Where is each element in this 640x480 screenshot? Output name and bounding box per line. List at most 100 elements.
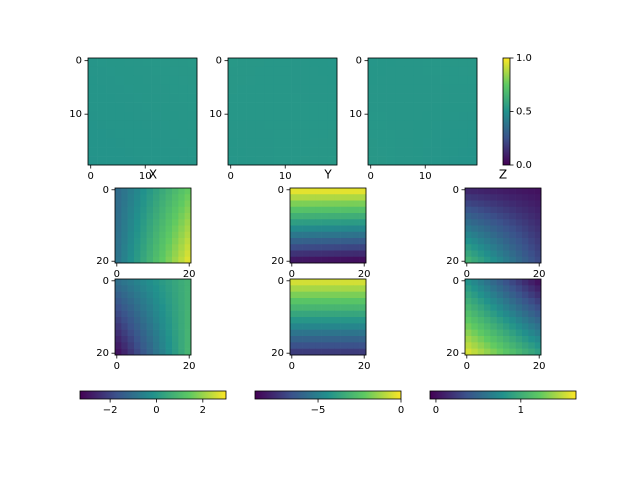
heatmap-cell	[515, 219, 523, 226]
heatmap-cell	[187, 147, 198, 157]
heatmap-cell	[334, 244, 341, 251]
heatmap-cell	[477, 291, 485, 299]
heatmap-cell	[140, 279, 147, 286]
heatmap-cell	[522, 298, 529, 305]
heatmap-cell	[172, 285, 179, 292]
heatmap-cell	[153, 250, 160, 258]
heatmap-cell	[465, 310, 472, 318]
heatmap-cell	[290, 336, 297, 343]
heatmap-cell	[404, 66, 414, 77]
heatmap-cell	[264, 102, 274, 112]
heatmap-cell	[300, 111, 311, 121]
heatmap-cell	[534, 291, 542, 299]
heatmap-cell	[431, 147, 441, 157]
heatmap-cell	[291, 93, 301, 103]
heatmap-cell	[534, 231, 542, 239]
heatmap-cell	[146, 336, 154, 343]
heatmap-cell	[309, 156, 320, 166]
heatmap-cell	[146, 323, 154, 330]
heatmap-cell	[422, 111, 432, 121]
heatmap-cell	[88, 129, 98, 139]
heatmap-cell	[484, 279, 491, 286]
heatmap-cell	[237, 120, 247, 130]
heatmap-cell	[178, 200, 185, 208]
heatmap-cell	[353, 342, 360, 349]
heatmap-cell	[146, 304, 154, 311]
heatmap-cell	[127, 279, 135, 286]
heatmap-cell	[296, 219, 303, 226]
heatmap-cell	[121, 298, 128, 305]
heatmap-cell	[115, 206, 122, 214]
heatmap-cell	[347, 213, 354, 220]
heatmap-cell	[115, 279, 122, 286]
heatmap-cell	[465, 238, 472, 245]
heatmap-cell	[153, 244, 160, 251]
heatmap-cell	[327, 102, 338, 112]
heatmap-cell	[124, 138, 134, 148]
heatmap-cell	[528, 279, 535, 286]
heatmap-cell	[484, 348, 491, 356]
heatmap-cell	[228, 58, 238, 68]
heatmap-cell	[515, 256, 523, 264]
heatmap-cell	[127, 231, 135, 239]
heatmap-cell	[315, 285, 322, 292]
heatmap-cell	[178, 310, 185, 318]
heatmap-cell	[88, 111, 98, 121]
y-tick-label: 0	[453, 276, 459, 287]
heatmap-cell	[359, 200, 367, 208]
heatmap-cell	[309, 298, 316, 305]
heatmap-cell	[302, 285, 310, 292]
x-tick-label: 20	[533, 361, 546, 372]
heatmap-cell	[97, 93, 107, 103]
x-tick-label: 0	[398, 405, 404, 416]
heatmap-cell	[515, 298, 523, 305]
heatmap-cell	[165, 231, 173, 239]
heatmap-cell	[515, 329, 523, 337]
heatmap-cell	[458, 156, 469, 166]
heatmap-cell	[318, 120, 329, 130]
heatmap-cell	[477, 244, 485, 251]
heatmap-cell	[159, 250, 166, 258]
heatmap-cell	[134, 219, 141, 226]
heatmap-cell	[340, 329, 348, 337]
heatmap-cell	[340, 348, 348, 356]
heatmap-cell	[528, 291, 535, 299]
heatmap-cell	[140, 231, 147, 239]
heatmap-cell	[477, 188, 485, 195]
heatmap-cell	[404, 93, 414, 103]
heatmap-cell	[515, 317, 523, 324]
heatmap-cell	[106, 75, 116, 86]
heatmap-cell	[353, 213, 360, 220]
heatmap-cell	[88, 156, 98, 166]
heatmap-cell	[184, 304, 192, 311]
heatmap-cell	[471, 285, 478, 292]
heatmap-cell	[115, 213, 122, 220]
heatmap-cell	[140, 238, 147, 245]
heatmap-cell	[318, 102, 329, 112]
heatmap-cell	[151, 66, 161, 77]
x-tick-label: −2	[103, 405, 118, 416]
heatmap-cell	[296, 256, 303, 264]
heatmap-cell	[404, 75, 414, 86]
heatmap-cell	[496, 291, 504, 299]
heatmap-cell	[142, 138, 152, 148]
heatmap-cell	[440, 156, 451, 166]
heatmap-cell	[359, 219, 367, 226]
heatmap-cell	[528, 310, 535, 318]
heatmap-cell	[178, 225, 185, 233]
heatmap-cell	[484, 291, 491, 299]
heatmap-cell	[534, 329, 542, 337]
heatmap-cell	[153, 219, 160, 226]
heatmap-cell	[127, 336, 135, 343]
heatmap-cell	[172, 348, 179, 356]
heatmap-cell	[340, 323, 348, 330]
heatmap-cell	[255, 156, 265, 166]
heatmap-cell	[353, 225, 360, 233]
heatmap-cell	[467, 129, 478, 139]
heatmap-cell	[315, 298, 322, 305]
heatmap-cell	[184, 225, 192, 233]
heatmap-cell	[353, 219, 360, 226]
heatmap-cell	[477, 206, 485, 214]
heatmap-cell	[146, 329, 154, 337]
heatmap-cell	[467, 147, 478, 157]
